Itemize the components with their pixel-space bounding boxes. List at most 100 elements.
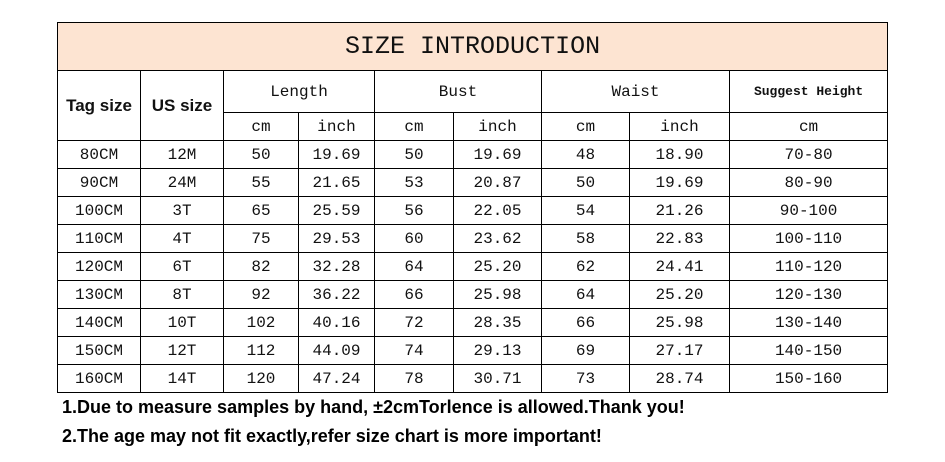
table-cell: 50: [223, 140, 299, 169]
table-cell: 53: [374, 168, 454, 197]
table-cell: 28.74: [629, 364, 730, 393]
table-cell: 32.28: [298, 252, 375, 281]
unit-header: inch: [298, 112, 375, 141]
table-cell: 22.05: [453, 196, 542, 225]
table-cell: 24.41: [629, 252, 730, 281]
table-cell: 110-120: [728, 252, 889, 281]
table-cell: 150CM: [57, 336, 141, 365]
table-cell: 55: [223, 168, 299, 197]
table-cell: 27.17: [629, 336, 730, 365]
size-table: SIZE INTRODUCTION Tag size US size Length Bu…: [56, 22, 889, 393]
table-cell: 25.20: [629, 280, 730, 309]
table-cell: 21.65: [298, 168, 375, 197]
table-cell: 72: [374, 308, 454, 337]
table-cell: 64: [541, 280, 630, 309]
unit-header: cm: [541, 112, 630, 141]
table-cell: 6T: [140, 252, 224, 281]
group-header: Waist: [541, 70, 730, 113]
table-cell: 120CM: [57, 252, 141, 281]
table-cell: 140-150: [728, 336, 889, 365]
table-cell: 62: [541, 252, 630, 281]
table-cell: 12T: [140, 336, 224, 365]
table-cell: 12M: [140, 140, 224, 169]
table-cell: 100CM: [57, 196, 141, 225]
table-cell: 20.87: [453, 168, 542, 197]
note: 1.Due to measure samples by hand, ±2cmTo…: [62, 397, 685, 417]
table-cell: 10T: [140, 308, 224, 337]
table-cell: 8T: [140, 280, 224, 309]
table-cell: 14T: [140, 364, 224, 393]
table-cell: 29.53: [298, 224, 375, 253]
group-header: Bust: [374, 70, 542, 113]
table-cell: 47.24: [298, 364, 375, 393]
table-cell: 25.20: [453, 252, 542, 281]
table-cell: 65: [223, 196, 299, 225]
table-row: Tag size US size Length Bust Waist Suggest He…: [57, 70, 889, 141]
table-cell: 70-80: [728, 140, 889, 169]
table-cell: 25.59: [298, 196, 375, 225]
table-cell: 44.09: [298, 336, 375, 365]
table-cell: 120: [223, 364, 299, 393]
table-row: 150CM 12T 112 44.09 74 29.13 69 27.17 140-150: [57, 336, 889, 365]
table-cell: 74: [374, 336, 454, 365]
table-cell: 19.69: [298, 140, 375, 169]
table-cell: 21.26: [629, 196, 730, 225]
column-header: Tag size: [57, 70, 141, 141]
table-row: 120CM 6T 82 32.28 64 25.20 62 24.41 110-120: [57, 252, 889, 281]
unit-header: inch: [453, 112, 542, 141]
table-cell: 130CM: [57, 280, 141, 309]
table-cell: 25.98: [629, 308, 730, 337]
table-row: 130CM 8T 92 36.22 66 25.98 64 25.20 120-130: [57, 280, 889, 309]
table-cell: 90-100: [728, 196, 889, 225]
table-row: 100CM 3T 65 25.59 56 22.05 54 21.26 90-100: [57, 196, 889, 225]
table-cell: 64: [374, 252, 454, 281]
table-cell: 110CM: [57, 224, 141, 253]
table-cell: 60: [374, 224, 454, 253]
table-cell: 54: [541, 196, 630, 225]
table-cell: 69: [541, 336, 630, 365]
table-title: SIZE INTRODUCTION: [56, 22, 889, 71]
table-cell: 150-160: [728, 364, 889, 393]
table-row: 80CM 12M 50 19.69 50 19.69 48 18.90 70-80: [57, 140, 889, 169]
table-row: 140CM 10T 102 40.16 72 28.35 66 25.98 130-140: [57, 308, 889, 337]
table-cell: 24M: [140, 168, 224, 197]
table-cell: 90CM: [57, 168, 141, 197]
table-cell: 30.71: [453, 364, 542, 393]
table-cell: 48: [541, 140, 630, 169]
table-cell: 73: [541, 364, 630, 393]
table-row: 110CM 4T 75 29.53 60 23.62 58 22.83 100-110: [57, 224, 889, 253]
table-cell: 50: [374, 140, 454, 169]
table-cell: 75: [223, 224, 299, 253]
table-cell: 66: [374, 280, 454, 309]
table-cell: 18.90: [629, 140, 730, 169]
unit-header: inch: [629, 112, 730, 141]
table-cell: 40.16: [298, 308, 375, 337]
group-header: Suggest Height: [728, 70, 889, 113]
table-cell: 130-140: [728, 308, 889, 337]
table-cell: 80CM: [57, 140, 141, 169]
table-cell: 19.69: [453, 140, 542, 169]
table-cell: 23.62: [453, 224, 542, 253]
table-cell: 82: [223, 252, 299, 281]
table-cell: 50: [541, 168, 630, 197]
table-cell: 78: [374, 364, 454, 393]
unit-header: cm: [223, 112, 299, 141]
table-cell: 36.22: [298, 280, 375, 309]
table-cell: 112: [223, 336, 299, 365]
table-cell: 22.83: [629, 224, 730, 253]
group-header: Length: [223, 70, 375, 113]
table-cell: 25.98: [453, 280, 542, 309]
table-cell: 66: [541, 308, 630, 337]
table-cell: 160CM: [57, 364, 141, 393]
table-row: SIZE INTRODUCTION: [56, 22, 889, 71]
table-row: 160CM 14T 120 47.24 78 30.71 73 28.74 150-160: [57, 364, 889, 393]
table-cell: 58: [541, 224, 630, 253]
table-cell: 4T: [140, 224, 224, 253]
table-cell: 100-110: [728, 224, 889, 253]
table-cell: 102: [223, 308, 299, 337]
table-cell: 3T: [140, 196, 224, 225]
table-row: 90CM 24M 55 21.65 53 20.87 50 19.69 80-90: [57, 168, 889, 197]
table-cell: 140CM: [57, 308, 141, 337]
note: 2.The age may not fit exactly,refer size…: [62, 426, 602, 446]
